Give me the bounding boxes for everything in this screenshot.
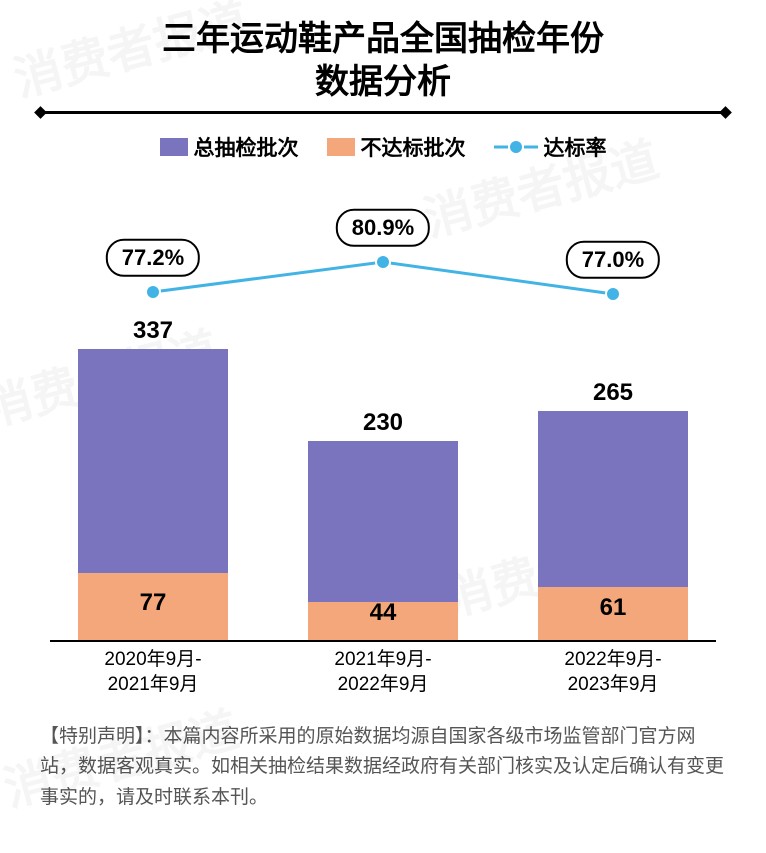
bar-group: 23044: [308, 441, 458, 640]
legend-label-rate: 达标率: [544, 132, 607, 162]
footnote-label: 【特别声明】：: [40, 726, 164, 747]
xaxis-label: 2020年9月- 2021年9月: [78, 642, 228, 697]
chart-title: 三年运动鞋产品全国抽检年份 数据分析: [0, 0, 766, 111]
bar-fail-label: 44: [308, 599, 458, 627]
title-line-1: 三年运动鞋产品全国抽检年份: [40, 18, 726, 61]
bar-total-label: 337: [78, 317, 228, 345]
legend: 总抽检批次 不达标批次 达标率: [0, 114, 766, 172]
legend-swatch-rate: [494, 138, 538, 156]
chart: 337772304426561 77.2%80.9%77.0% 2020年9月-…: [50, 182, 716, 702]
bar-fail-label: 77: [78, 589, 228, 617]
bar-group: 26561: [538, 411, 688, 640]
legend-item-fail: 不达标批次: [327, 132, 466, 162]
xaxis-label: 2021年9月- 2022年9月: [308, 642, 458, 697]
bar-fail-label: 61: [538, 594, 688, 622]
title-divider: [40, 111, 726, 114]
x-axis: 2020年9月- 2021年9月 2021年9月- 2022年9月 2022年9月-…: [50, 642, 716, 702]
bar-total-label: 265: [538, 379, 688, 407]
xaxis-label: 2022年9月- 2023年9月: [538, 642, 688, 697]
legend-swatch-total: [160, 138, 188, 156]
legend-label-total: 总抽检批次: [194, 132, 299, 162]
legend-item-rate: 达标率: [494, 132, 607, 162]
bar-group: 33777: [78, 349, 228, 640]
legend-item-total: 总抽检批次: [160, 132, 299, 162]
bar-total-label: 230: [308, 409, 458, 437]
legend-label-fail: 不达标批次: [361, 132, 466, 162]
title-line-2: 数据分析: [40, 61, 726, 104]
footnote: 【特别声明】：本篇内容所采用的原始数据均源自国家各级市场监管部门官方网站，数据客…: [0, 702, 766, 813]
plot-area: 337772304426561: [50, 182, 716, 642]
legend-swatch-fail: [327, 138, 355, 156]
